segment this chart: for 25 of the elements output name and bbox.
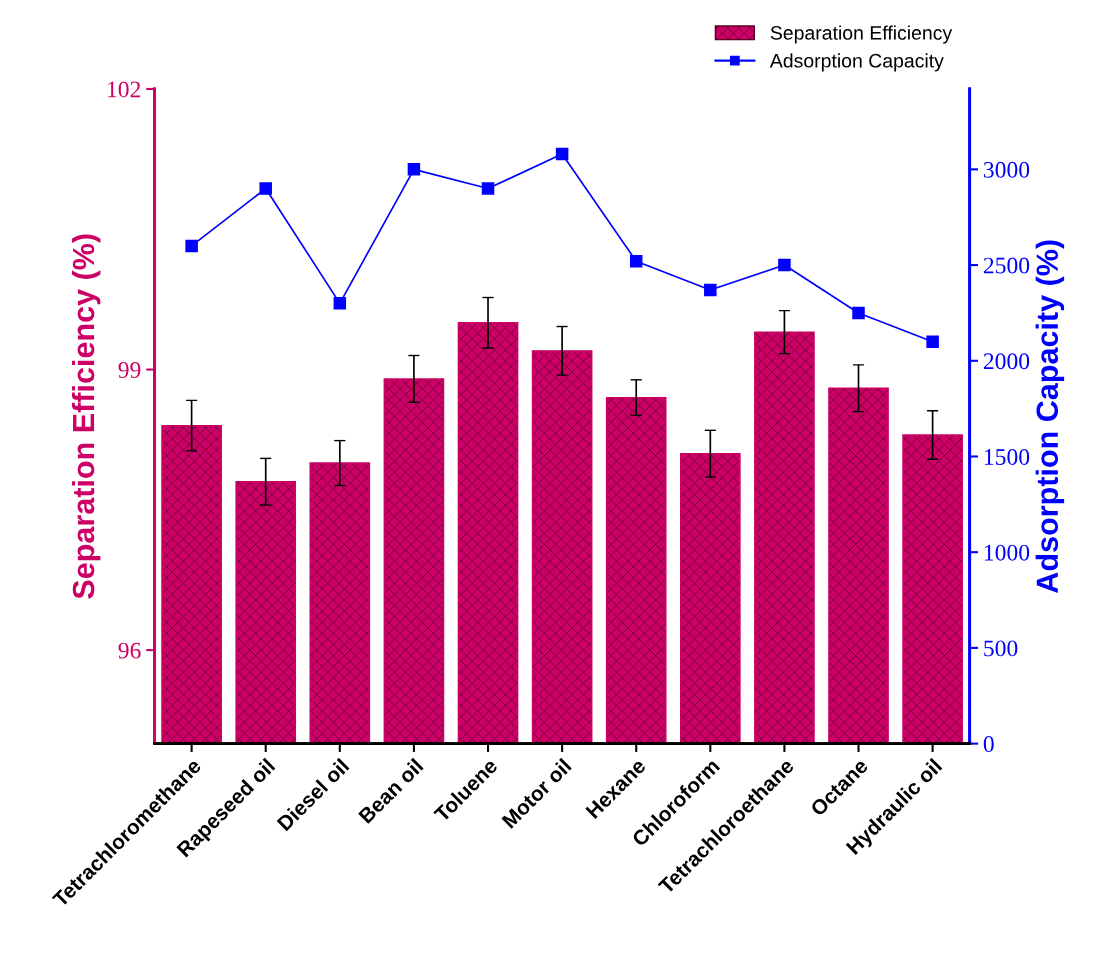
point [481,182,495,195]
y-tick-label: 99 [118,362,141,378]
point [185,239,198,253]
y2-tick-label: 0 [983,736,994,753]
point [333,297,347,310]
point [852,306,865,320]
point [555,147,569,161]
y2-tick-label: 3000 [983,161,1030,178]
y-axis-title: Separation Efficiency (%) [71,234,101,599]
point [629,254,643,268]
y2-tick-label: 500 [984,640,1018,657]
point [704,283,717,297]
point [407,163,421,176]
y2-tick-label: 1000 [984,544,1030,561]
y2-axis-title: Adsorption Capacity (%) [1035,240,1065,593]
point [926,335,939,348]
legend-label: Separation Efficiency [770,25,953,44]
y2-tick-label: 2000 [983,353,1030,370]
point [259,182,272,195]
point [778,258,791,272]
y2-tick-label: 2500 [983,257,1030,274]
y2-tick-label: 1500 [984,448,1030,465]
legend-label: Adsorption Capacity [769,53,944,72]
y-tick-label: 96 [118,642,141,659]
y-tick-label: 102 [108,81,141,98]
